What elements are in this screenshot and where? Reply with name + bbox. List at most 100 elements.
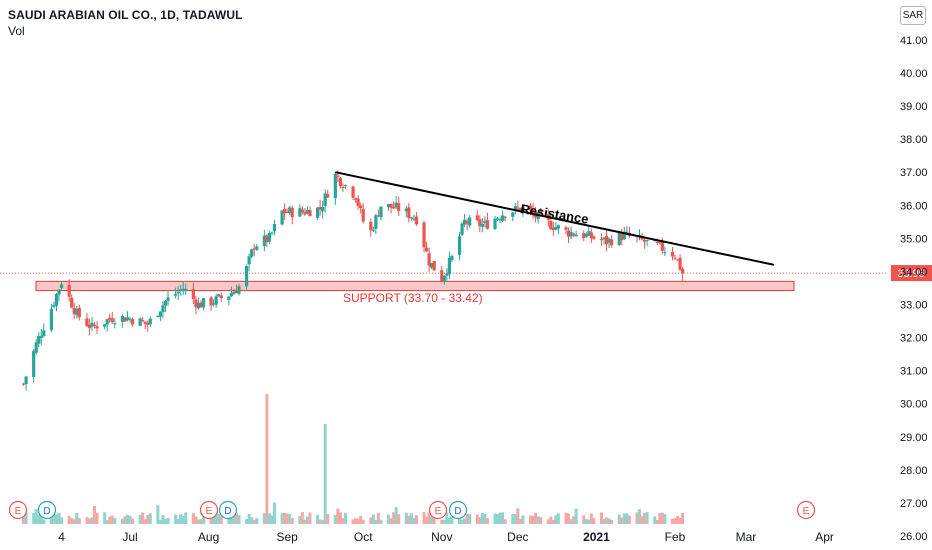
- candle-body: [379, 206, 382, 217]
- candle-body: [106, 319, 109, 324]
- candle-body: [575, 235, 578, 237]
- volume-bar: [663, 514, 666, 524]
- candle-body: [159, 311, 162, 316]
- candle-body: [678, 258, 681, 270]
- x-tick-label: Jul: [122, 530, 137, 544]
- candle-body: [32, 351, 35, 377]
- candle-body: [35, 342, 38, 352]
- candle-body: [450, 256, 453, 260]
- candle-body: [255, 246, 258, 249]
- y-tick-label: 35.00: [900, 233, 928, 245]
- candle-body: [85, 318, 88, 326]
- volume-bar: [610, 520, 613, 524]
- candle-body: [564, 227, 567, 229]
- candle-body: [443, 276, 446, 281]
- candle-body: [339, 178, 342, 186]
- candle-body: [192, 289, 195, 299]
- candle-body: [501, 215, 504, 220]
- candle-body: [374, 215, 377, 229]
- x-tick-label: Oct: [354, 530, 373, 544]
- volume-bar: [362, 520, 365, 524]
- candle-body: [357, 199, 360, 207]
- candle-body: [270, 232, 273, 233]
- candle-body: [245, 266, 248, 286]
- candle-body: [334, 174, 337, 198]
- volume-bar: [628, 516, 631, 524]
- volume-bar: [273, 503, 276, 524]
- volume-bar: [42, 520, 45, 524]
- y-tick-label: 40.00: [900, 68, 928, 80]
- candle-body: [113, 323, 116, 324]
- candle-body: [410, 217, 413, 218]
- volume-bar: [220, 516, 223, 524]
- candle-body: [220, 295, 223, 298]
- candle-body: [177, 292, 180, 294]
- candle-body: [397, 203, 400, 211]
- candle-body: [60, 284, 63, 288]
- candle-body: [433, 261, 436, 270]
- x-tick-label: 2021: [583, 530, 610, 544]
- dividend-marker-letter: D: [43, 506, 50, 517]
- candle-body: [50, 309, 53, 330]
- candle-body: [646, 240, 649, 241]
- resistance-label: Resistance: [520, 201, 590, 227]
- volume-bar: [521, 515, 524, 524]
- earnings-marker-letter: E: [435, 506, 442, 517]
- candle-body: [149, 319, 152, 325]
- candle-body: [344, 185, 347, 186]
- candle-body: [326, 194, 329, 197]
- volume-bar: [486, 518, 489, 524]
- last-price-line: 33.95: [0, 265, 932, 281]
- candle-body: [78, 308, 81, 318]
- support-label: SUPPORT (33.70 - 33.42): [343, 291, 483, 305]
- dividend-marker-letter: D: [454, 506, 461, 517]
- candle-body: [661, 242, 664, 251]
- volume-bar: [167, 518, 170, 524]
- candle-body: [448, 258, 451, 274]
- y-tick-label: 31.00: [900, 366, 928, 378]
- candle-body: [93, 325, 96, 326]
- candle-body: [55, 294, 58, 306]
- candle-body: [161, 305, 164, 312]
- volume-bar: [308, 513, 311, 524]
- x-tick-label: Feb: [665, 530, 686, 544]
- candle-body: [68, 285, 71, 297]
- candle-body: [57, 290, 60, 295]
- volume-bar: [78, 518, 81, 524]
- candle-body: [215, 296, 218, 304]
- candle-body: [164, 301, 167, 306]
- candle-body: [95, 326, 98, 328]
- candle-body: [273, 224, 276, 231]
- support-rectangle: [36, 281, 794, 290]
- candle-body: [174, 294, 177, 295]
- y-tick-label: 32.00: [900, 333, 928, 345]
- candle-body: [511, 212, 514, 216]
- dividend-marker-letter: D: [224, 506, 231, 517]
- candle-body: [291, 208, 294, 217]
- candle-body: [458, 236, 461, 254]
- y-tick-label: 36.00: [900, 200, 928, 212]
- volume-bar: [468, 514, 471, 524]
- volume-bar: [324, 424, 327, 524]
- time-axis[interactable]: 4 Jul Aug Sep Oct Nov Dec 2021 Feb Mar Apr: [58, 530, 834, 544]
- candle-body: [663, 252, 666, 253]
- earnings-marker-letter: E: [803, 506, 810, 517]
- volume-bar: [592, 518, 595, 524]
- candle-body: [359, 205, 362, 208]
- y-tick-label: 38.00: [900, 134, 928, 146]
- price-axis[interactable]: 41.00 40.00 39.00 38.00 37.00 36.00 35.00 34.00…: [900, 35, 928, 543]
- y-tick-label: 26.00: [900, 531, 928, 543]
- candle-body: [268, 233, 271, 242]
- candle-body: [460, 224, 463, 235]
- x-tick-label: 4: [58, 530, 65, 544]
- volume-bar: [539, 517, 542, 524]
- candle-body: [407, 207, 410, 218]
- candle-body: [372, 230, 375, 231]
- x-tick-label: Sep: [276, 530, 298, 544]
- volume-bars: [22, 394, 684, 524]
- volume-bar: [184, 512, 187, 524]
- y-tick-label: 29.00: [900, 432, 928, 444]
- candle-body: [351, 186, 354, 197]
